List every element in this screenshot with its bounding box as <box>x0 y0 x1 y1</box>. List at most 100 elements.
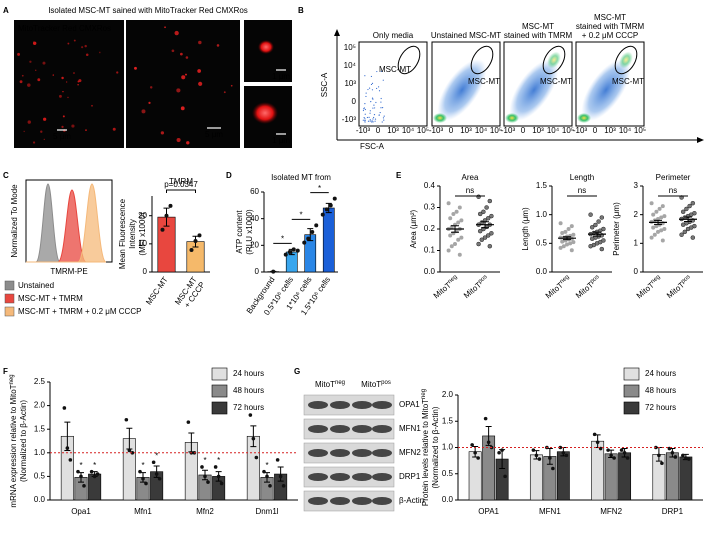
bar <box>529 454 543 501</box>
data-point <box>168 203 173 208</box>
event <box>363 117 365 119</box>
data-point <box>489 231 494 236</box>
data-point <box>89 469 94 474</box>
data-point <box>568 241 573 246</box>
event <box>364 113 366 115</box>
scale-bar-label: 1 μm <box>272 136 290 145</box>
panel-letter: G <box>294 367 300 376</box>
flow-plot <box>358 41 428 127</box>
x-tick-label-sup: pos <box>680 274 691 285</box>
x-tick-label: 10⁴ <box>402 126 415 135</box>
data-point <box>565 242 569 247</box>
blot-band <box>308 449 328 457</box>
mito-dot <box>23 130 25 133</box>
plot-title: Unstained MSC-MT <box>431 31 501 40</box>
event <box>373 116 375 119</box>
x-tick-label: Opa1 <box>71 507 91 516</box>
data-point <box>656 229 660 234</box>
annotation: ns <box>669 186 677 195</box>
y-tick-label: 40 <box>250 214 259 223</box>
mito-dot <box>174 30 179 36</box>
blot-column: MitoTpos <box>361 380 391 390</box>
blot-band <box>330 425 350 433</box>
y-tick-label: 1.0 <box>34 448 46 457</box>
legend-swatch <box>4 280 15 291</box>
x-tick-label: 10⁵ <box>417 126 429 135</box>
x-tick-label: 10⁵ <box>562 126 574 135</box>
event <box>365 95 367 98</box>
data-point <box>160 227 165 232</box>
event <box>364 75 366 77</box>
panel-letter: D <box>226 171 232 180</box>
bar <box>322 207 335 273</box>
error-bar <box>277 466 284 482</box>
plot-title: stained with TMRM <box>504 31 573 40</box>
x-tick-label: 0 <box>593 126 598 135</box>
blot-column-base: MitoT <box>361 380 381 389</box>
error-bar <box>563 236 571 241</box>
blot-band <box>308 473 328 481</box>
blot-band <box>330 449 350 457</box>
blot-column-base: MitoT <box>315 380 335 389</box>
event-core <box>505 113 519 123</box>
error-bar <box>250 425 257 448</box>
y-tick-label: 2.0 <box>442 390 454 399</box>
data-point <box>130 451 135 455</box>
data-point <box>589 225 595 230</box>
data-point <box>497 450 501 455</box>
mito-dot <box>181 75 186 80</box>
data-point <box>62 406 67 410</box>
data-point <box>589 236 595 241</box>
data-point <box>268 484 272 488</box>
data-point <box>596 219 601 224</box>
data-point <box>566 227 571 231</box>
mito-dot <box>73 72 75 74</box>
x-tick-label: -10³ <box>429 126 444 135</box>
data-point <box>197 233 202 238</box>
data-point <box>92 474 97 479</box>
data-point <box>595 440 600 445</box>
event <box>362 119 364 121</box>
mito-dot <box>40 130 43 133</box>
mito-dot <box>59 94 62 98</box>
data-point <box>485 216 491 221</box>
micrograph <box>126 20 240 148</box>
data-point <box>682 229 688 235</box>
micrograph <box>14 20 124 148</box>
x-tick-label: MitoTpos <box>574 274 603 300</box>
legend-label: MSC-MT + TMRM + 0.2 μM CCCP <box>18 307 141 316</box>
data-point <box>684 206 689 212</box>
histogram <box>26 183 107 263</box>
data-point <box>486 440 491 445</box>
event <box>373 107 376 109</box>
event <box>370 75 373 78</box>
mito-dot <box>81 46 84 49</box>
data-point <box>619 448 624 452</box>
gate <box>397 45 421 75</box>
data-point <box>651 212 656 217</box>
event <box>363 108 365 110</box>
mito-dot <box>32 141 36 144</box>
data-point <box>68 458 73 462</box>
data-point <box>564 453 569 458</box>
event <box>372 118 374 120</box>
y-tick-label: 2 <box>634 210 639 219</box>
data-point <box>476 241 481 247</box>
event <box>374 120 376 122</box>
data-point <box>164 213 169 218</box>
data-point <box>295 248 300 253</box>
event <box>378 90 381 92</box>
blot-label: OPA1 <box>399 400 420 409</box>
x-tick-label: Dnm1l <box>255 507 278 516</box>
data-point <box>302 240 307 245</box>
data-point <box>448 216 453 221</box>
blot-label: MFN2 <box>399 448 421 457</box>
event <box>381 106 384 109</box>
data-point <box>561 244 566 249</box>
y-tick-label: 3 <box>634 181 639 190</box>
blot-band <box>352 449 372 457</box>
mito-dot <box>52 74 54 76</box>
legend-swatch <box>4 293 15 304</box>
event <box>371 82 374 84</box>
